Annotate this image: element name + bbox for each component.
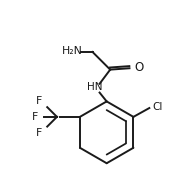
Text: F: F	[32, 112, 38, 122]
Text: H₂N: H₂N	[62, 46, 83, 56]
Text: O: O	[135, 61, 144, 74]
Text: Cl: Cl	[152, 102, 163, 112]
Text: F: F	[36, 128, 42, 138]
Text: F: F	[36, 96, 42, 106]
Text: HN: HN	[87, 82, 102, 92]
